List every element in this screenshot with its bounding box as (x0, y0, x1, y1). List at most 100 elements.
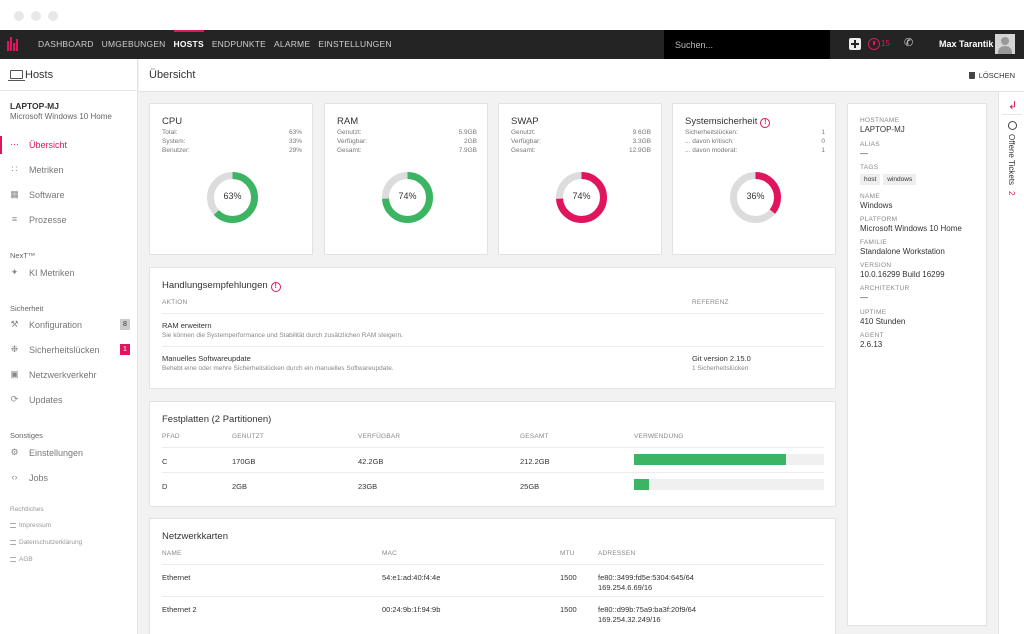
add-plus-icon[interactable] (849, 38, 861, 50)
tag-chip[interactable]: windows (883, 174, 917, 185)
disk-used: 2GB (232, 482, 248, 491)
sidebar-item-label: Konfiguration (29, 320, 83, 330)
sidebar-item-label: KI Metriken (29, 268, 75, 278)
stat-row: ... davon kritisch: 0 (685, 138, 825, 145)
version-label: VERSION (860, 262, 892, 269)
nic-name: Ethernet (162, 573, 191, 582)
stat-row: Sicherheitslücken: 1 (685, 129, 825, 136)
nic-address: fe80::d99b:75a9:ba3f:20f9/64 (598, 605, 697, 614)
list-icon (10, 539, 16, 545)
action-title: RAM erweitern (162, 321, 212, 330)
ticket-icon[interactable] (1008, 121, 1017, 130)
stat-row: Gesamt: 7.9GB (337, 147, 477, 154)
disk-total: 212.2GB (520, 457, 550, 466)
warning-icon[interactable]: ! (270, 282, 281, 292)
avatar[interactable] (995, 34, 1015, 54)
section-security: Sicherheit (10, 304, 44, 313)
warning-icon[interactable]: ! (760, 118, 771, 128)
nav-alarme[interactable]: ALARME (274, 39, 311, 49)
page-title: Übersicht (149, 69, 196, 81)
donut-value-arc (556, 172, 607, 223)
vulnerability-count-badge: 1 (120, 344, 130, 355)
tickets-rail: ↲ Offene Tickets 2 (998, 92, 1024, 634)
cpu-donut: 63% (205, 170, 260, 225)
usage-bar-fill (634, 454, 786, 465)
sidebar-item-label: Einstellungen (29, 448, 84, 458)
sidebar-item-jobs[interactable]: ‹› Jobs (0, 469, 137, 487)
donut-label: 74% (398, 191, 417, 201)
tag-list: host windows (860, 174, 919, 185)
sidebar-item-metriken[interactable]: ∷ Metriken (0, 161, 137, 179)
disk-path: C (162, 457, 168, 466)
link-impressum[interactable]: Impressum (10, 522, 51, 529)
sidebar-item-prozesse[interactable]: ≡ Prozesse (0, 211, 137, 229)
sidebar-item-netzwerkverkehr[interactable]: ▣ Netzwerkverkehr (0, 366, 137, 384)
platform-value: Microsoft Windows 10 Home (860, 224, 962, 233)
action-desc: Behebt eine oder mehre Sicherheitslücken… (162, 365, 394, 372)
family-label: FAMILIE (860, 239, 888, 246)
security-title: Systemsicherheit! (685, 116, 771, 128)
metrics-icon: ∷ (11, 164, 18, 174)
arch-value: — (860, 293, 868, 302)
stat-row: System: 33% (162, 138, 302, 145)
sidebar-item-label: Updates (29, 395, 63, 405)
sidebar-item-label: Prozesse (29, 215, 67, 225)
stat-row: Total: 63% (162, 129, 302, 136)
swap-title: SWAP (511, 116, 539, 127)
nav-hosts[interactable]: HOSTS (173, 30, 205, 59)
agent-label: AGENT (860, 332, 884, 339)
sidebar-item-einstellungen[interactable]: ⚙ Einstellungen (0, 444, 137, 462)
open-tickets-tab[interactable]: Offene Tickets 2 (1007, 134, 1016, 196)
donut-chart (730, 172, 781, 223)
nav-endpunkte[interactable]: ENDPUNKTE (211, 39, 267, 49)
donut-chart (207, 172, 258, 223)
nic-address: 169.254.32.249/16 (598, 615, 661, 624)
return-arrow-icon[interactable]: ↲ (1008, 100, 1018, 112)
sidebar-item-updates[interactable]: ⟳ Updates (0, 391, 137, 409)
window-maximize-dot[interactable] (48, 11, 58, 21)
nic-address: fe80::3499:fd5e:5304:645/64 (598, 573, 694, 582)
sidebar-item-konfiguration[interactable]: ⚒ Konfiguration 8 (0, 316, 137, 334)
nic-mac: 54:e1:ad:40:f4:4e (382, 573, 441, 582)
sidebar-title: Hosts (25, 69, 54, 81)
open-tickets-label: Offene Tickets (1007, 134, 1016, 185)
user-name[interactable]: Max Tarantik (939, 39, 994, 49)
tag-chip[interactable]: host (860, 174, 881, 185)
donut-value-arc (382, 172, 433, 223)
nav-dashboard[interactable]: DASHBOARD (38, 39, 94, 49)
nav-einstellungen[interactable]: EINSTELLUNGEN (318, 39, 392, 49)
sidebar-item-label: Netzwerkverkehr (29, 370, 97, 380)
search-input[interactable] (664, 30, 830, 59)
ram-title: RAM (337, 116, 359, 127)
sidebar-item-uebersicht[interactable]: ⋯ Übersicht (0, 136, 137, 154)
alarm-count-badge[interactable]: 15 (881, 39, 890, 48)
brand-logo-icon[interactable] (6, 37, 20, 51)
disk-path: D (162, 482, 168, 491)
alias-value: — (860, 149, 868, 158)
section-legal: Rechtliches (10, 506, 44, 513)
sidebar-item-sicherheitsluecken[interactable]: ❉ Sicherheitslücken 1 (0, 341, 137, 359)
bug-icon: ❉ (10, 344, 19, 354)
window-close-dot[interactable] (14, 11, 24, 21)
window-minimize-dot[interactable] (31, 11, 41, 21)
link-agb[interactable]: AGB (10, 556, 33, 563)
alias-label: ALIAS (860, 141, 880, 148)
section-other: Sonstiges (10, 431, 43, 440)
security-card: Systemsicherheit! Sicherheitslücken: 1 ..… (672, 103, 836, 255)
network-title: Netzwerkkarten (162, 531, 228, 542)
window-chrome (0, 0, 1024, 30)
link-datenschutz[interactable]: Datenschutzerklärung (10, 539, 82, 546)
sidebar-item-label: Übersicht (29, 140, 68, 150)
network-card: Netzwerkkarten NAME MAC MTU ADRESSEN Eth… (149, 518, 836, 634)
alarm-icon[interactable] (868, 38, 880, 50)
sidebar-item-software[interactable]: ▦ Software (0, 186, 137, 204)
sidebar-item-ki-metriken[interactable]: ✦ KI Metriken (0, 264, 137, 282)
nic-address: 169.254.6.69/16 (598, 583, 653, 592)
delete-button[interactable]: LÖSCHEN (968, 71, 1015, 80)
cpu-card: CPU Total: 63% System: 33% Benutzer: 29% 63… (149, 103, 313, 255)
sidebar-item-label: Software (29, 190, 65, 200)
phone-icon[interactable]: ✆ (904, 37, 914, 49)
swap-donut: 74% (554, 170, 609, 225)
nav-umgebungen[interactable]: UMGEBUNGEN (101, 39, 166, 49)
version-value: 10.0.16299 Build 16299 (860, 270, 945, 279)
